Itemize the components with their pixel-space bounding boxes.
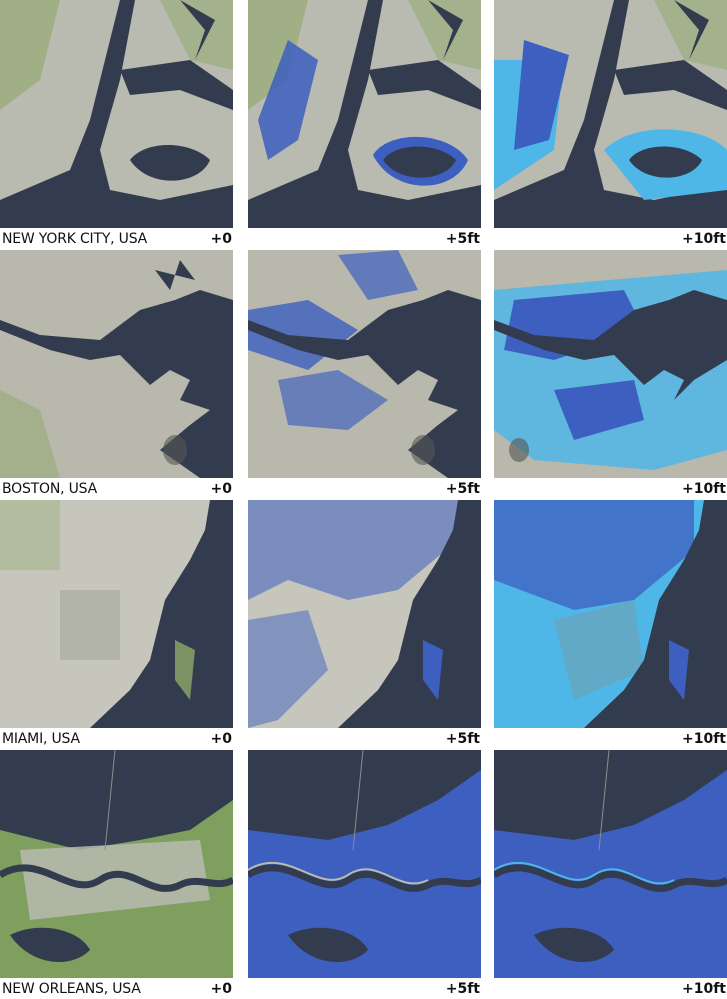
city-label-miami: MIAMI, USA xyxy=(2,731,80,747)
city-label-new-orleans: NEW ORLEANS, USA xyxy=(2,981,141,997)
new-york-city-map-0ft xyxy=(0,0,233,228)
miami-map-10ft xyxy=(494,500,727,728)
boston-map-5ft xyxy=(248,250,481,478)
city-label-boston: BOSTON, USA xyxy=(2,481,97,497)
level-label: +10ft xyxy=(682,231,726,247)
level-label: +5ft xyxy=(445,231,480,247)
level-label: +5ft xyxy=(445,981,480,997)
level-label: +5ft xyxy=(445,731,480,747)
level-label: +10ft xyxy=(682,481,726,497)
level-label: +5ft xyxy=(445,481,480,497)
level-label: +10ft xyxy=(682,981,726,997)
miami-map-0ft xyxy=(0,500,233,728)
new-orleans-map-5ft xyxy=(248,750,481,978)
boston-map-10ft xyxy=(494,250,727,478)
boston-map-0ft xyxy=(0,250,233,478)
level-label: +0 xyxy=(210,731,232,747)
new-orleans-map-10ft xyxy=(494,750,727,978)
miami-map-5ft xyxy=(248,500,481,728)
new-york-city-map-5ft xyxy=(248,0,481,228)
level-label: +0 xyxy=(210,981,232,997)
level-label: +0 xyxy=(210,481,232,497)
level-label: +0 xyxy=(210,231,232,247)
city-label-new-york: NEW YORK CITY, USA xyxy=(2,231,148,247)
new-orleans-map-0ft xyxy=(0,750,233,978)
level-label: +10ft xyxy=(682,731,726,747)
new-york-city-map-10ft xyxy=(494,0,727,228)
